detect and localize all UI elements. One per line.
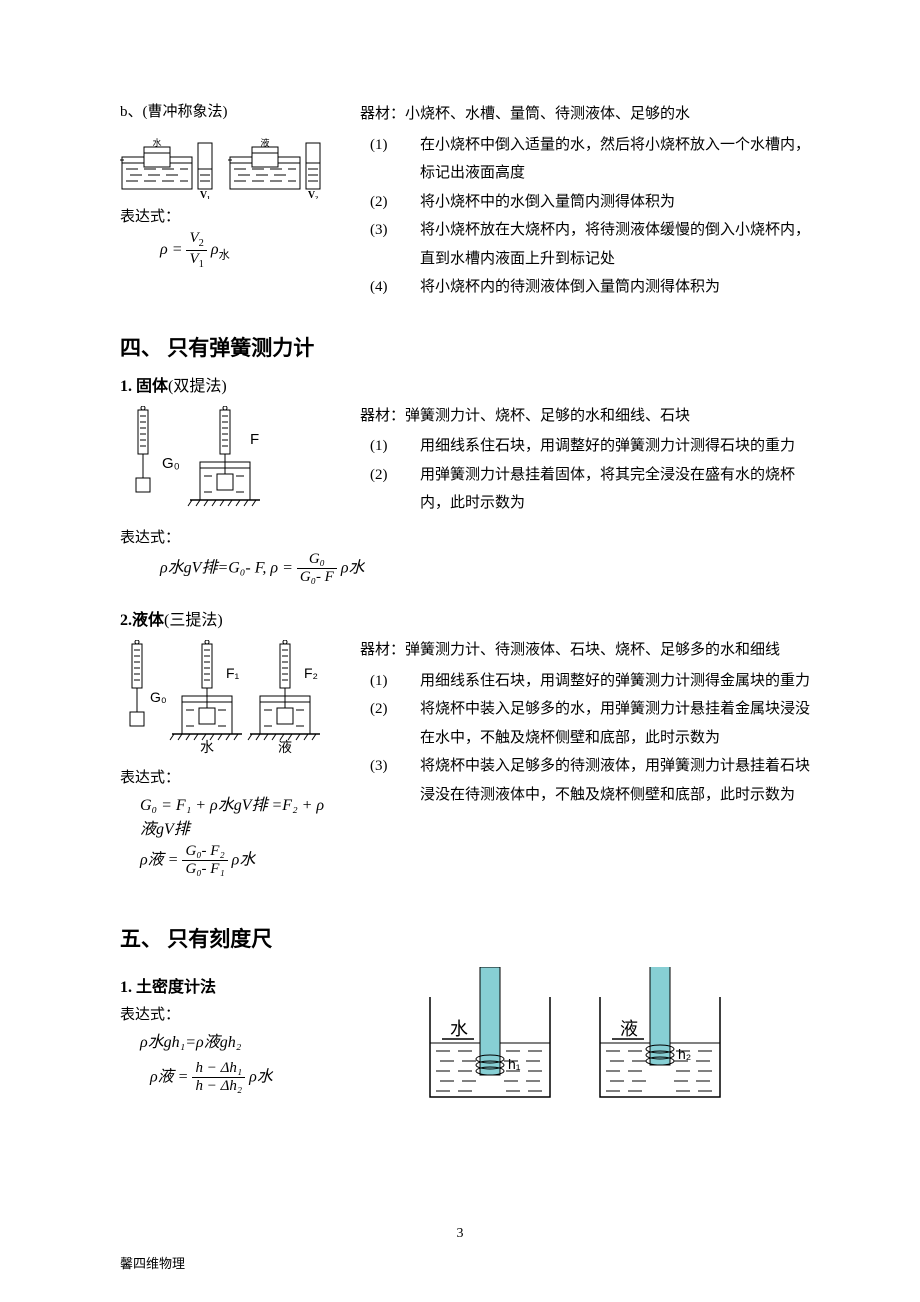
tail: ρ水	[228, 851, 256, 868]
fd: G₀- F	[297, 569, 337, 586]
caochong-diagram: 水 V₁	[120, 129, 340, 199]
step-num: (2)	[370, 695, 410, 752]
h2-label: h₂	[678, 1046, 691, 1062]
eq: =	[168, 241, 187, 258]
liquid-text: 液	[620, 1019, 638, 1039]
title-bold: 1. 固体	[120, 378, 168, 395]
title-bold: 1. 土密度计法	[120, 979, 216, 996]
expr-label-b: 表达式：	[120, 205, 340, 226]
step-b-1: (1)在小烧杯中倒入适量的水，然后将小烧杯放入一个水槽内，标记出液面高度	[360, 131, 810, 188]
step-num: (2)	[370, 188, 410, 217]
materials-b: 器材：小烧杯、水槽、量筒、待测液体、足够的水	[360, 100, 810, 129]
step-4-2-1: (1) 用细线系住石块，用调整好的弹簧测力计测得金属块的重力	[360, 667, 810, 696]
section-b-right: 器材：小烧杯、水槽、量筒、待测液体、足够的水 (1)在小烧杯中倒入适量的水，然后…	[360, 100, 810, 302]
step-num: (3)	[370, 752, 410, 809]
step-num: (1)	[370, 667, 410, 696]
step-4-1-1: (1) 用细线系住石块，用调整好的弹簧测力计测得石块的重力	[360, 432, 810, 461]
formula-4-2-line1: G₀ = F₁ + ρ水gV排 =F₂ + ρ液gV排	[120, 791, 340, 839]
title-bold: 2.液体	[120, 612, 164, 629]
fn: h − Δh₁	[192, 1060, 245, 1078]
step-text: 在小烧杯中倒入适量的水，然后将小烧杯放入一个水槽内，标记出液面高度	[420, 131, 810, 188]
step-4-2-2: (2)将烧杯中装入足够多的水，用弹簧测力计悬挂着金属块浸没在水中，不触及烧杯侧壁…	[360, 695, 810, 752]
g0-label: G₀	[162, 455, 180, 472]
section4-sub1-title: 1. 固体(双提法)	[120, 372, 810, 396]
step-b-4: (4) 将小烧杯内的待测液体倒入量筒内测得体积为	[360, 273, 810, 302]
g0-label: G₀	[150, 689, 167, 705]
section4-sub1-row: G₀	[120, 402, 810, 520]
title-note: (三提法)	[164, 612, 223, 629]
step-num: (3)	[370, 216, 410, 273]
section-b-header: b、(曹冲称象法)	[120, 100, 340, 121]
fn: G₀- F₂	[182, 843, 227, 861]
expr-label-4-2: 表达式：	[120, 766, 340, 787]
step-text: 将烧杯中装入足够多的待测液体，用弹簧测力计悬挂着石块浸没在待测液体中，不触及烧杯…	[420, 752, 810, 809]
step-num: (2)	[370, 461, 410, 518]
step-text: 将小烧杯中的水倒入量筒内测得体积为	[420, 188, 810, 217]
step-b-2: (2) 将小烧杯中的水倒入量筒内测得体积为	[360, 188, 810, 217]
step-text: 将小烧杯放在大烧杯内，将待测液体缓慢的倒入小烧杯内，直到水槽内液面上升到标记处	[420, 216, 810, 273]
section4-title: 四、 只有弹簧测力计	[120, 332, 810, 362]
water-text: 水	[450, 1019, 468, 1039]
tail: ρ水	[245, 1068, 273, 1085]
spring-liquid-diagram: G₀ 水	[120, 640, 340, 760]
formula-b: ρ = V2V1 ρ水	[120, 230, 340, 271]
formula-5-line2: ρ液 = h − Δh₁h − Δh₂ ρ水	[120, 1060, 400, 1096]
num-sub: 2	[199, 238, 204, 249]
fn: G₀	[297, 551, 337, 569]
rho-w-sub: 水	[219, 249, 230, 261]
f1-label: F₁	[226, 665, 240, 681]
step-text: 用细线系住石块，用调整好的弹簧测力计测得石块的重力	[420, 432, 810, 461]
ruler-density-diagram: 水 h₁	[420, 967, 810, 1117]
page-number: 3	[457, 1226, 464, 1242]
expr-label-4-1: 表达式：	[120, 526, 810, 547]
expr-label-5: 表达式：	[120, 1003, 400, 1024]
step-4-1-2: (2)用弹簧测力计悬挂着固体，将其完全浸没在盛有水的烧杯内，此时示数为	[360, 461, 810, 518]
materials-4-1: 器材：弹簧测力计、烧杯、足够的水和细线、石块	[360, 402, 810, 431]
pre: ρ液 =	[140, 851, 182, 868]
water-label: 水	[200, 740, 214, 756]
step-text: 将小烧杯内的待测液体倒入量筒内测得体积为	[420, 273, 810, 302]
section5-sub1-title: 1. 土密度计法	[120, 973, 400, 997]
step-text: 将烧杯中装入足够多的水，用弹簧测力计悬挂着金属块浸没在水中，不触及烧杯侧壁和底部…	[420, 695, 810, 752]
step-text: 用弹簧测力计悬挂着固体，将其完全浸没在盛有水的烧杯内，此时示数为	[420, 461, 810, 518]
formula-4-2-line2: ρ液 = G₀- F₂G₀- F₁ ρ水	[120, 843, 340, 879]
den-sub: 1	[199, 259, 204, 270]
f1: ρ水gV排=G₀- F, ρ =	[160, 559, 297, 576]
v2-label: V₂	[308, 190, 318, 199]
fd: h − Δh₂	[192, 1078, 245, 1095]
rho: ρ	[160, 241, 168, 258]
section4-sub2-title: 2.液体(三提法)	[120, 606, 810, 630]
num: V	[189, 230, 198, 246]
section-b: b、(曹冲称象法) 水	[120, 100, 810, 302]
f-label: F	[250, 431, 259, 448]
step-text: 用细线系住石块，用调整好的弹簧测力计测得金属块的重力	[420, 667, 810, 696]
section5-title: 五、 只有刻度尺	[120, 923, 810, 953]
title-note: (双提法)	[168, 378, 227, 395]
section4-sub2-row: G₀ 水	[120, 636, 810, 883]
liquid-label: 液	[260, 137, 269, 148]
f2-label: F₂	[304, 665, 318, 681]
step-b-3: (3)将小烧杯放在大烧杯内，将待测液体缓慢的倒入小烧杯内，直到水槽内液面上升到标…	[360, 216, 810, 273]
tail: ρ水	[337, 559, 365, 576]
formula-4-1: ρ水gV排=G₀- F, ρ = G₀G₀- F ρ水	[120, 551, 810, 587]
step-num: (1)	[370, 432, 410, 461]
pre: ρ液 =	[150, 1068, 192, 1085]
spring-solid-diagram: G₀	[120, 406, 340, 516]
footer-text: 馨四维物理	[120, 1253, 185, 1272]
step-num: (4)	[370, 273, 410, 302]
section5-row: 1. 土密度计法 表达式： ρ水gh₁=ρ液gh₂ ρ液 = h − Δh₁h …	[120, 963, 810, 1121]
liquid-label: 液	[278, 740, 292, 756]
water-label: 水	[152, 137, 161, 148]
page: b、(曹冲称象法) 水	[0, 0, 920, 1302]
formula-5-line1: ρ水gh₁=ρ液gh₂	[120, 1028, 400, 1052]
fd: G₀- F₁	[182, 861, 227, 878]
h1-label: h₁	[508, 1056, 521, 1072]
rho-w: ρ	[207, 241, 219, 258]
step-num: (1)	[370, 131, 410, 188]
den: V	[189, 251, 198, 267]
materials-4-2: 器材：弹簧测力计、待测液体、石块、烧杯、足够多的水和细线	[360, 636, 810, 665]
step-4-2-3: (3)将烧杯中装入足够多的待测液体，用弹簧测力计悬挂着石块浸没在待测液体中，不触…	[360, 752, 810, 809]
v1-label: V₁	[200, 190, 210, 199]
